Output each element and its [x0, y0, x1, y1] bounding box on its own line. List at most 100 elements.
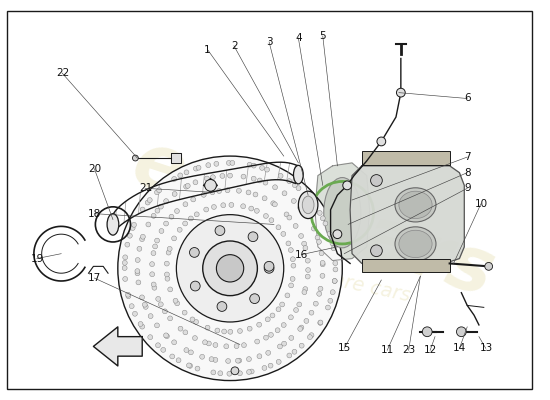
Circle shape: [128, 233, 132, 238]
Circle shape: [167, 246, 172, 251]
Circle shape: [168, 287, 173, 292]
Circle shape: [213, 342, 218, 348]
Circle shape: [146, 222, 151, 227]
Circle shape: [268, 363, 273, 368]
Circle shape: [184, 170, 189, 175]
Circle shape: [290, 257, 295, 262]
Ellipse shape: [399, 230, 432, 258]
Circle shape: [183, 202, 188, 207]
Circle shape: [281, 322, 286, 328]
Circle shape: [282, 191, 287, 196]
Circle shape: [297, 302, 302, 307]
Circle shape: [123, 276, 128, 282]
Circle shape: [200, 354, 205, 359]
Circle shape: [196, 165, 201, 170]
Circle shape: [299, 207, 304, 212]
Circle shape: [328, 298, 333, 303]
Ellipse shape: [395, 188, 436, 222]
Circle shape: [247, 326, 252, 331]
Text: 20: 20: [88, 164, 101, 174]
Circle shape: [205, 176, 210, 181]
Circle shape: [226, 358, 230, 364]
Circle shape: [321, 216, 325, 221]
Circle shape: [211, 370, 216, 375]
Circle shape: [305, 274, 310, 279]
Circle shape: [264, 261, 274, 271]
Circle shape: [164, 199, 169, 204]
Circle shape: [164, 221, 168, 226]
Circle shape: [195, 366, 200, 371]
Circle shape: [194, 212, 199, 217]
Text: a passion for rare cars: a passion for rare cars: [194, 241, 412, 305]
Circle shape: [189, 216, 193, 221]
Circle shape: [371, 245, 382, 257]
Circle shape: [174, 209, 179, 214]
Circle shape: [255, 339, 260, 344]
Circle shape: [302, 241, 306, 246]
Circle shape: [326, 305, 331, 310]
Circle shape: [241, 343, 246, 348]
Circle shape: [271, 201, 276, 206]
Circle shape: [205, 180, 216, 191]
Polygon shape: [172, 153, 182, 163]
Text: 9: 9: [464, 183, 471, 193]
Circle shape: [212, 204, 216, 210]
Bar: [362, 258, 450, 272]
Ellipse shape: [107, 214, 119, 235]
Text: 7: 7: [464, 152, 471, 162]
Circle shape: [331, 290, 335, 295]
Circle shape: [135, 269, 140, 274]
Circle shape: [135, 271, 140, 276]
Circle shape: [129, 304, 134, 309]
Circle shape: [333, 267, 338, 272]
Circle shape: [184, 348, 189, 352]
Circle shape: [188, 364, 192, 368]
Circle shape: [136, 280, 141, 285]
Ellipse shape: [399, 191, 432, 218]
Circle shape: [306, 268, 311, 272]
Circle shape: [281, 232, 286, 236]
Circle shape: [246, 370, 251, 374]
Circle shape: [217, 188, 222, 194]
Circle shape: [161, 348, 166, 352]
Circle shape: [215, 226, 225, 236]
Circle shape: [278, 344, 282, 349]
Circle shape: [263, 214, 268, 218]
Circle shape: [206, 163, 211, 168]
Text: 6: 6: [464, 94, 471, 104]
Circle shape: [221, 203, 226, 208]
Circle shape: [183, 221, 188, 226]
Circle shape: [238, 371, 243, 376]
Text: 18: 18: [88, 209, 101, 219]
Circle shape: [172, 236, 177, 241]
Circle shape: [137, 246, 142, 251]
Circle shape: [298, 326, 302, 331]
Circle shape: [157, 188, 162, 193]
Circle shape: [263, 180, 268, 185]
Circle shape: [249, 206, 254, 211]
Circle shape: [164, 261, 169, 266]
Circle shape: [299, 343, 304, 348]
Circle shape: [285, 293, 290, 298]
Circle shape: [148, 335, 153, 340]
Circle shape: [287, 215, 292, 220]
Circle shape: [289, 336, 294, 340]
Circle shape: [241, 174, 246, 179]
Circle shape: [236, 358, 241, 363]
Circle shape: [202, 340, 207, 345]
Circle shape: [144, 304, 148, 309]
Circle shape: [175, 301, 180, 306]
Circle shape: [320, 260, 325, 265]
Circle shape: [293, 224, 298, 228]
Circle shape: [309, 333, 314, 338]
Circle shape: [294, 308, 299, 312]
Circle shape: [333, 230, 342, 238]
Text: 11: 11: [381, 345, 394, 355]
Circle shape: [125, 292, 130, 297]
Circle shape: [183, 330, 188, 335]
Circle shape: [235, 358, 240, 363]
Circle shape: [298, 205, 302, 210]
Circle shape: [397, 88, 405, 97]
Circle shape: [254, 208, 259, 213]
Circle shape: [210, 190, 215, 195]
